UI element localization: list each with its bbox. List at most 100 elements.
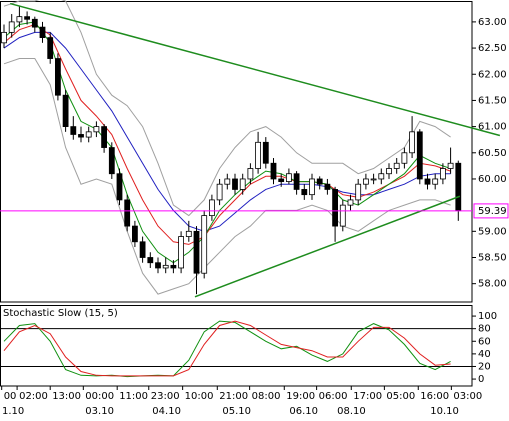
candle-body (16, 16, 23, 23)
candle-body (278, 178, 285, 182)
date-tick-label: 10.10 (430, 406, 459, 417)
x-tick-label: 10:00 (185, 391, 214, 402)
candle-body (447, 162, 454, 169)
indicator-title: Stochastic Slow (15, 5) (3, 308, 118, 319)
candle-body (378, 173, 385, 180)
candle-body (362, 178, 369, 185)
candle-body (47, 37, 54, 59)
indicator-line (3, 23, 451, 245)
y-tick-label: 100 (478, 311, 497, 322)
date-tick-label: 08.10 (337, 406, 366, 417)
y-tick-label: 58.00 (478, 279, 507, 290)
candle-body (193, 230, 200, 274)
x-tick-label: 21:00 (219, 391, 248, 402)
x-tick-label: 02:00 (19, 391, 48, 402)
candle-body (355, 183, 362, 201)
candle-body (39, 26, 46, 39)
candle-body (424, 178, 431, 185)
x-tick-label: 17:00 (353, 391, 382, 402)
candle-body (208, 199, 215, 217)
candle-body (124, 199, 131, 227)
y-tick-label: 0 (478, 374, 484, 385)
candle-body (93, 126, 100, 133)
candle-body (293, 173, 300, 190)
x-tick-label: 03:00 (453, 391, 482, 402)
candle-body (85, 131, 92, 138)
price-label: 59.39 (478, 206, 507, 217)
candle-body (324, 183, 331, 190)
candle-body (155, 262, 161, 269)
candle-body (370, 178, 377, 181)
candle-body (239, 178, 246, 190)
indicator-line (3, 58, 451, 295)
price-frame (0, 1, 473, 303)
x-tick-label: 11:00 (119, 391, 148, 402)
candle-body (247, 168, 254, 180)
price-label-box (473, 203, 509, 219)
candle-body (78, 134, 84, 138)
candle-body (147, 257, 154, 264)
candle-body (347, 199, 354, 206)
x-tick-label: 16:00 (420, 391, 449, 402)
candle-body (309, 178, 315, 196)
x-tick-label: 05:00 (386, 391, 415, 402)
y-tick-label: 62.00 (478, 69, 507, 80)
candle-body (386, 168, 392, 175)
date-tick-label: 06.10 (289, 406, 318, 417)
candle-body (101, 126, 108, 148)
candle-body (62, 94, 69, 128)
candle-body (108, 147, 115, 175)
y-tick-label: 61.00 (478, 122, 507, 133)
y-tick-label: 63.00 (478, 17, 507, 28)
stochastic-line (3, 320, 451, 377)
x-tick-label: 00:00 (85, 391, 114, 402)
candle-body (439, 168, 446, 180)
candle-body (285, 173, 292, 182)
x-tick-label: 19:00 (286, 391, 315, 402)
date-tick-label: 04.10 (152, 406, 181, 417)
y-tick-label: 62.50 (478, 43, 507, 54)
candle-body (55, 58, 61, 96)
indicator-line (3, 21, 451, 264)
y-tick-label: 58.50 (478, 252, 507, 263)
candle-body (178, 236, 185, 269)
indicator-line (3, 31, 451, 232)
candle-body (409, 131, 415, 154)
candle-body (70, 126, 77, 135)
candle-body (116, 173, 123, 201)
candle-body (170, 264, 177, 269)
candle-body (255, 141, 261, 169)
candle-body (301, 189, 308, 196)
y-tick-label: 80 (478, 324, 491, 335)
candle-body (185, 230, 192, 237)
date-tick-label: 05.10 (222, 406, 251, 417)
candle-body (24, 16, 31, 20)
y-tick-label: 61.50 (478, 95, 507, 106)
candle-body (339, 204, 346, 227)
y-tick-label: 60.50 (478, 148, 507, 159)
candle-body (1, 31, 7, 44)
y-tick-label: 20 (478, 361, 491, 372)
candle-body (316, 178, 323, 185)
x-tick-label: 08:00 (252, 391, 281, 402)
trendline (9, 2, 501, 137)
candle-body (455, 162, 462, 211)
trendline (194, 195, 461, 298)
candle-body (224, 178, 231, 185)
candle-body (132, 225, 138, 243)
y-tick-label: 60.00 (478, 174, 507, 185)
candle-body (401, 152, 408, 164)
candle-body (332, 189, 338, 227)
candle-body (416, 131, 423, 180)
candle-body (393, 162, 400, 169)
candle-body (270, 162, 277, 180)
candle-body (201, 215, 208, 274)
candle-body (432, 178, 439, 185)
stochastic-frame (0, 305, 473, 387)
x-tick-label: 00 (4, 391, 17, 402)
candle-body (262, 141, 269, 164)
indicator-line (3, 0, 451, 217)
date-tick-label: 1.10 (2, 406, 24, 417)
x-tick-label: 06:00 (319, 391, 348, 402)
